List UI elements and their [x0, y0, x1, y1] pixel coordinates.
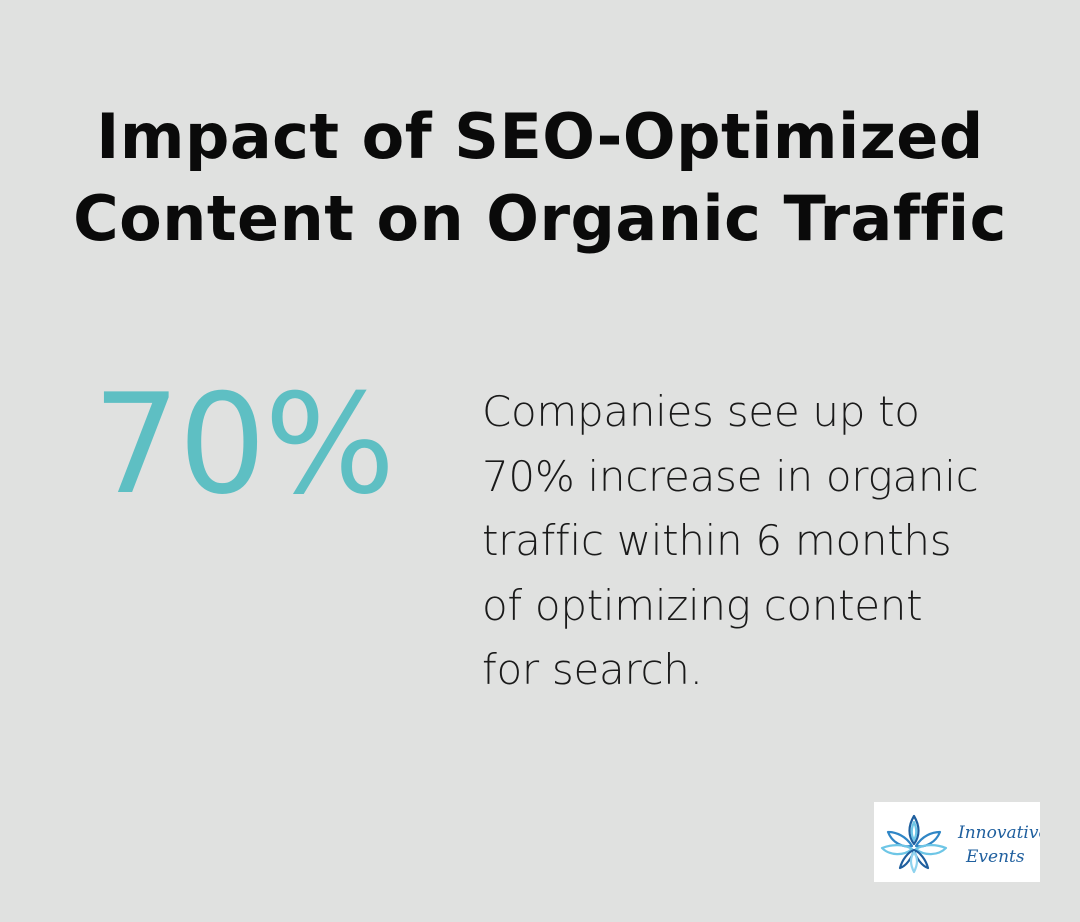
- stat-value: 70%: [92, 364, 396, 525]
- title-line-2: Content on Organic Traffic: [73, 182, 1007, 255]
- stat-description: Companies see up to 70% increase in orga…: [482, 380, 1042, 703]
- logo-text-line-2: Events: [965, 847, 1025, 867]
- title-line-1: Impact of SEO-Optimized: [96, 100, 984, 173]
- description-line: traffic within 6 months: [482, 516, 952, 565]
- description-line: Companies see up to: [482, 387, 920, 436]
- page-title: Impact of SEO-Optimized Content on Organ…: [0, 96, 1080, 260]
- description-line: 70% increase in organic: [482, 451, 979, 501]
- brand-logo: Innovative Events: [874, 802, 1040, 882]
- description-line: for search.: [482, 645, 703, 694]
- lotus-flower-icon: Innovative Events: [880, 814, 1040, 874]
- description-line: of optimizing content: [482, 580, 923, 630]
- logo-text-line-1: Innovative: [957, 823, 1040, 843]
